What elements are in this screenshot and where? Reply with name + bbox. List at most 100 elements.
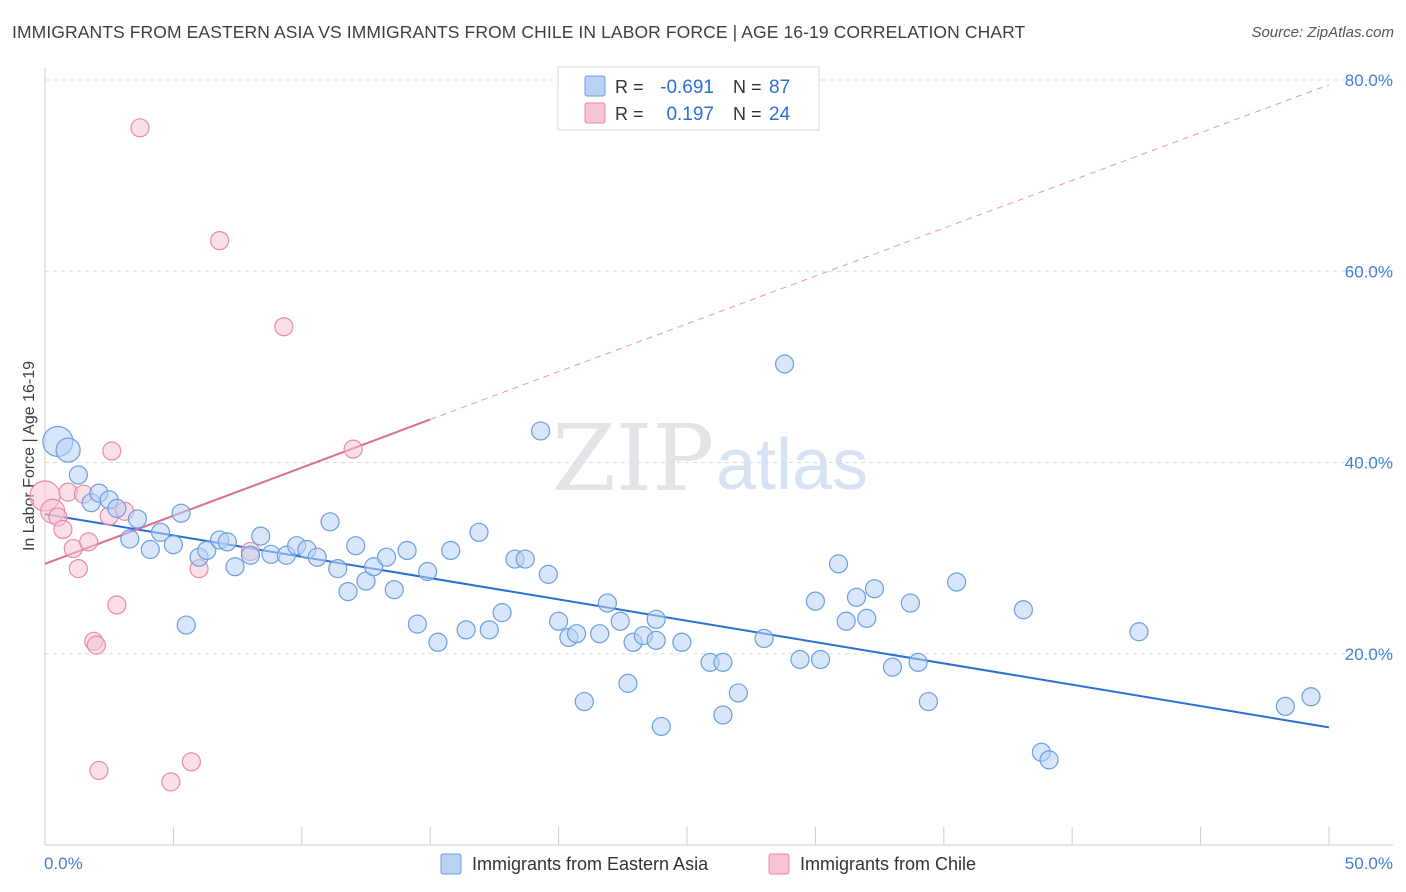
watermark-atlas: atlas	[716, 425, 868, 505]
point-eastern-asia	[107, 498, 127, 518]
point-eastern-asia	[651, 716, 671, 737]
point-eastern-asia	[1129, 622, 1149, 642]
point-eastern-asia	[828, 554, 849, 574]
x-tick-label-min: 0.0%	[44, 854, 83, 873]
point-eastern-asia	[646, 609, 666, 629]
point-eastern-asia	[538, 564, 558, 584]
series-eastern-asia-points	[42, 354, 1321, 770]
watermark: ZIP atlas	[552, 405, 868, 512]
point-eastern-asia	[790, 649, 810, 670]
y-tick-label: 80.0%	[1345, 71, 1393, 90]
point-eastern-asia	[338, 581, 358, 602]
point-eastern-asia	[566, 624, 587, 644]
point-chile	[210, 231, 230, 251]
point-eastern-asia	[1039, 750, 1059, 770]
stats-r-value-chile: 0.197	[666, 104, 714, 125]
point-eastern-asia	[469, 522, 489, 542]
point-eastern-asia	[1013, 600, 1034, 620]
point-eastern-asia	[805, 591, 826, 611]
y-tick-label: 60.0%	[1345, 262, 1393, 281]
point-eastern-asia	[384, 580, 404, 600]
point-eastern-asia	[150, 522, 171, 542]
point-eastern-asia	[610, 611, 630, 631]
point-eastern-asia	[376, 547, 397, 567]
point-eastern-asia	[225, 557, 245, 577]
point-eastern-asia	[713, 705, 733, 725]
point-eastern-asia	[176, 615, 196, 635]
point-eastern-asia	[120, 529, 140, 549]
point-eastern-asia	[947, 572, 967, 592]
y-tick-labels: 20.0% 40.0% 60.0% 80.0%	[1345, 71, 1393, 664]
point-eastern-asia	[127, 509, 148, 529]
point-eastern-asia	[428, 632, 448, 652]
trend-line-eastern-asia	[44, 513, 1330, 729]
stats-r-label-chile: R =	[615, 104, 644, 124]
point-eastern-asia	[1275, 696, 1295, 716]
stats-r-value-eastern-asia: -0.691	[660, 77, 714, 98]
point-eastern-asia	[531, 421, 551, 441]
point-eastern-asia	[548, 611, 569, 631]
y-tick-label: 20.0%	[1345, 645, 1393, 664]
point-eastern-asia	[197, 540, 217, 561]
point-chile	[107, 595, 127, 615]
stats-n-label-chile: N =	[733, 104, 762, 124]
x-ticks	[172, 827, 1330, 845]
point-eastern-asia	[307, 547, 327, 567]
point-chile	[130, 118, 150, 138]
point-eastern-asia	[456, 620, 476, 640]
point-eastern-asia	[171, 503, 191, 523]
point-chile	[161, 772, 181, 792]
point-eastern-asia	[713, 652, 733, 672]
point-eastern-asia	[774, 354, 795, 374]
point-eastern-asia	[441, 540, 461, 561]
y-tick-label: 40.0%	[1345, 454, 1393, 473]
point-eastern-asia	[492, 603, 512, 623]
point-eastern-asia	[918, 691, 938, 712]
point-eastern-asia	[251, 526, 271, 546]
point-eastern-asia	[217, 532, 237, 552]
point-chile	[181, 752, 201, 772]
gridlines	[45, 79, 1393, 655]
point-eastern-asia	[1301, 687, 1321, 707]
point-eastern-asia	[140, 539, 160, 560]
point-eastern-asia	[574, 691, 594, 712]
point-chile	[68, 559, 88, 579]
point-chile	[53, 519, 73, 540]
point-eastern-asia	[857, 608, 877, 628]
point-eastern-asia	[810, 649, 831, 670]
point-eastern-asia	[479, 620, 499, 640]
point-eastern-asia	[515, 549, 535, 569]
point-eastern-asia	[328, 559, 348, 579]
point-eastern-asia	[864, 579, 885, 599]
legend-label-chile: Immigrants from Chile	[800, 854, 976, 874]
point-eastern-asia	[320, 512, 340, 532]
point-chile	[274, 317, 294, 337]
stats-r-label-eastern-asia: R =	[615, 77, 644, 97]
point-eastern-asia	[908, 652, 928, 672]
legend-swatch-chile	[768, 853, 790, 875]
point-eastern-asia	[55, 437, 81, 463]
point-eastern-asia	[846, 587, 867, 607]
stats-swatch-eastern-asia	[584, 75, 606, 97]
trend-line-chile-extension	[430, 84, 1330, 420]
axes	[44, 68, 1393, 846]
point-chile	[86, 635, 106, 655]
series-chile-points	[29, 118, 363, 792]
point-eastern-asia	[728, 683, 748, 703]
chart-title: IMMIGRANTS FROM EASTERN ASIA VS IMMIGRAN…	[12, 22, 1026, 42]
point-eastern-asia	[672, 632, 692, 652]
point-eastern-asia	[618, 673, 638, 693]
legend: Immigrants from Eastern Asia Immigrants …	[440, 853, 976, 875]
point-eastern-asia	[418, 561, 438, 582]
stats-box: R = -0.691 N = 87 R = 0.197 N = 24	[557, 66, 820, 131]
point-chile	[79, 532, 99, 552]
stats-n-value-eastern-asia: 87	[769, 77, 790, 98]
point-eastern-asia	[882, 657, 903, 677]
watermark-zip: ZIP	[552, 405, 714, 512]
point-eastern-asia	[346, 536, 366, 556]
legend-label-eastern-asia: Immigrants from Eastern Asia	[472, 854, 709, 874]
point-eastern-asia	[397, 540, 417, 561]
point-eastern-asia	[836, 611, 856, 631]
point-eastern-asia	[364, 557, 384, 577]
